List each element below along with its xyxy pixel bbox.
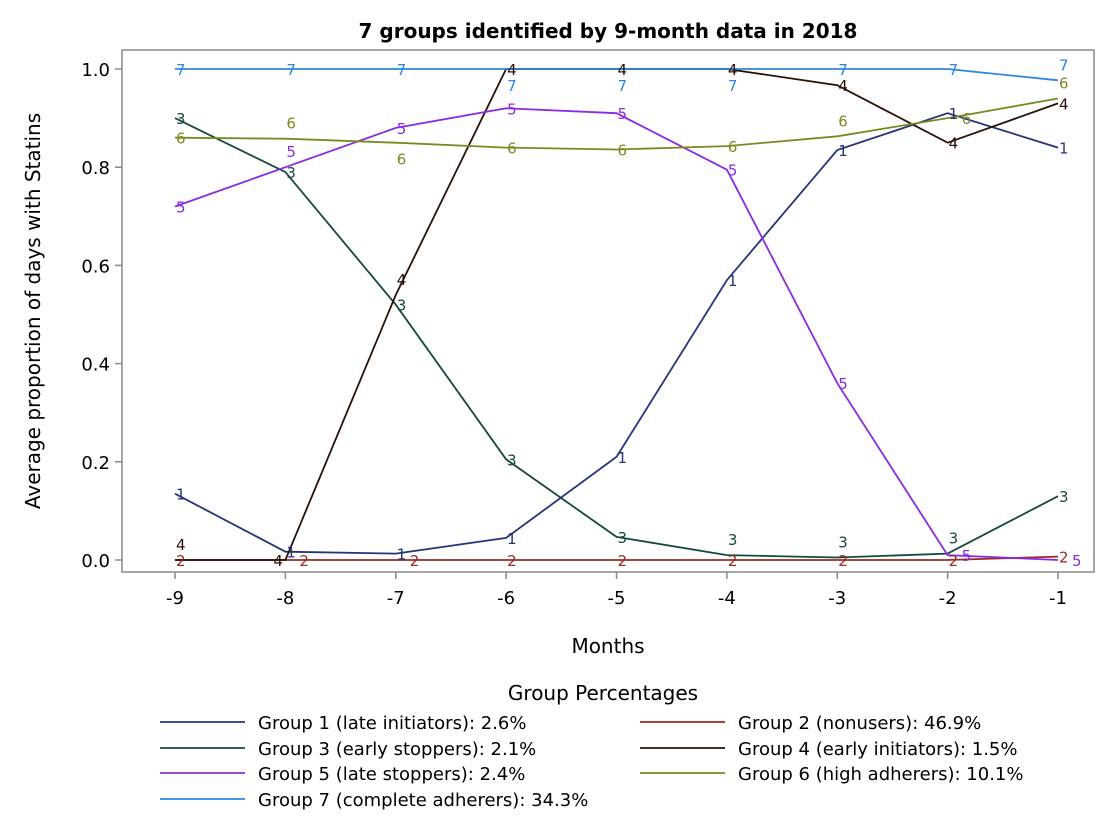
point-label-group-6: 6 [507,140,517,158]
point-label-group-1: 1 [949,105,959,123]
point-label-group-7: 7 [1059,56,1069,74]
point-label-group-7: 7 [507,77,517,95]
y-tick-label: 0.0 [81,551,110,572]
series-line-group-4 [175,68,1059,561]
x-tick-label: -1 [1049,588,1067,609]
chart-title: 7 groups identified by 9-month data in 2… [359,19,858,43]
point-label-group-7: 7 [286,61,296,79]
y-tick-label: 0.6 [81,256,110,277]
point-label-group-5: 5 [728,162,738,180]
point-label-group-3: 3 [618,529,628,547]
y-tick-label: 0.4 [81,355,110,376]
x-tick-label: -6 [497,588,515,609]
point-label-group-4: 4 [273,552,283,570]
point-label-group-1: 1 [507,530,517,548]
point-label-group-6: 6 [397,151,407,169]
legend-label-group-6: Group 6 (high adherers): 10.1% [738,764,1023,785]
point-label-group-1: 1 [618,449,628,467]
plot-frame [121,49,1095,573]
point-label-group-6: 6 [962,110,972,128]
point-label-group-3: 3 [397,297,407,315]
point-label-group-5: 5 [618,105,628,123]
x-tick-label: -2 [939,588,957,609]
point-label-group-2: 2 [838,552,848,570]
legend: Group 1 (late initiators): 2.6% Group 2 (… [160,713,1023,811]
point-label-group-2: 2 [176,552,186,570]
point-label-group-4: 4 [507,61,517,79]
point-label-group-3: 3 [507,451,517,469]
point-label-group-7: 7 [838,61,848,79]
x-tick-label: -4 [718,588,736,609]
point-label-group-1: 1 [728,272,738,290]
x-tick-label: -8 [276,588,294,609]
series-line-group-3 [174,117,1059,559]
y-tick-label: 0.2 [81,453,110,474]
point-label-group-7: 7 [949,61,959,79]
series-line-group-5 [174,107,1059,561]
point-label-group-4: 4 [1059,95,1069,113]
x-tick-label: -9 [166,588,184,609]
point-label-group-7: 7 [728,77,738,95]
legend-label-group-1: Group 1 (late initiators): 2.6% [258,713,527,734]
series-line-group-2 [175,555,1059,561]
point-label-group-1: 1 [176,486,186,504]
point-label-group-3: 3 [1059,488,1069,506]
point-label-group-2: 2 [618,552,628,570]
y-tick-label: 1.0 [81,60,110,81]
series-line-group-7 [175,68,1059,82]
series-line-group-1 [174,112,1059,555]
point-label-group-2: 2 [410,552,420,570]
point-label-group-4: 4 [397,271,407,289]
point-label-group-4: 4 [838,77,848,95]
point-label-group-4: 4 [618,61,628,79]
point-label-group-1: 1 [286,544,296,562]
legend-label-group-4: Group 4 (early initiators): 1.5% [738,739,1017,760]
point-label-group-4: 4 [728,61,738,79]
point-label-group-7: 7 [397,61,407,79]
point-label-group-2: 2 [949,552,959,570]
point-label-group-5: 5 [176,198,186,216]
point-label-group-6: 6 [728,138,738,156]
point-label-group-1: 1 [838,142,848,160]
point-label-group-5: 5 [962,547,972,565]
legend-label-group-3: Group 3 (early stoppers): 2.1% [258,739,536,760]
point-label-group-5: 5 [507,100,517,118]
point-label-group-3: 3 [728,531,738,549]
point-label-group-6: 6 [176,130,186,148]
point-label-group-6: 6 [838,112,848,130]
point-label-group-2: 2 [299,552,309,570]
x-tick-label: -7 [387,588,405,609]
point-label-group-1: 1 [1059,140,1069,158]
legend-label-group-2: Group 2 (nonusers): 46.9% [738,713,981,734]
point-label-group-3: 3 [949,530,959,548]
point-label-group-2: 2 [728,552,738,570]
x-axis-label: Months [571,634,644,658]
point-label-group-3: 3 [838,534,848,552]
legend-label-group-7: Group 7 (complete adherers): 34.3% [258,790,588,811]
x-tick-label: -3 [828,588,846,609]
point-label-group-2: 2 [507,552,517,570]
point-label-group-7: 7 [176,61,186,79]
point-label-group-5: 5 [1072,552,1082,570]
point-label-group-3: 3 [176,110,186,128]
series-line-group-6 [174,97,1059,151]
point-label-group-7: 7 [618,77,628,95]
point-label-group-6: 6 [286,115,296,133]
y-axis-label: Average proportion of days with Statins [21,113,45,509]
point-label-group-4: 4 [176,536,186,554]
point-label-group-6: 6 [1059,74,1069,92]
point-label-group-5: 5 [397,120,407,138]
point-label-group-2: 2 [1059,549,1069,567]
y-tick-label: 0.8 [81,158,110,179]
legend-label-group-5: Group 5 (late stoppers): 2.4% [258,764,525,785]
point-label-group-4: 4 [949,135,959,153]
point-label-group-6: 6 [618,142,628,160]
point-label-group-5: 5 [286,143,296,161]
legend-title: Group Percentages [508,681,698,705]
x-tick-label: -5 [608,588,626,609]
point-label-group-5: 5 [838,375,848,393]
point-label-group-3: 3 [286,164,296,182]
point-label-group-1: 1 [397,546,407,564]
